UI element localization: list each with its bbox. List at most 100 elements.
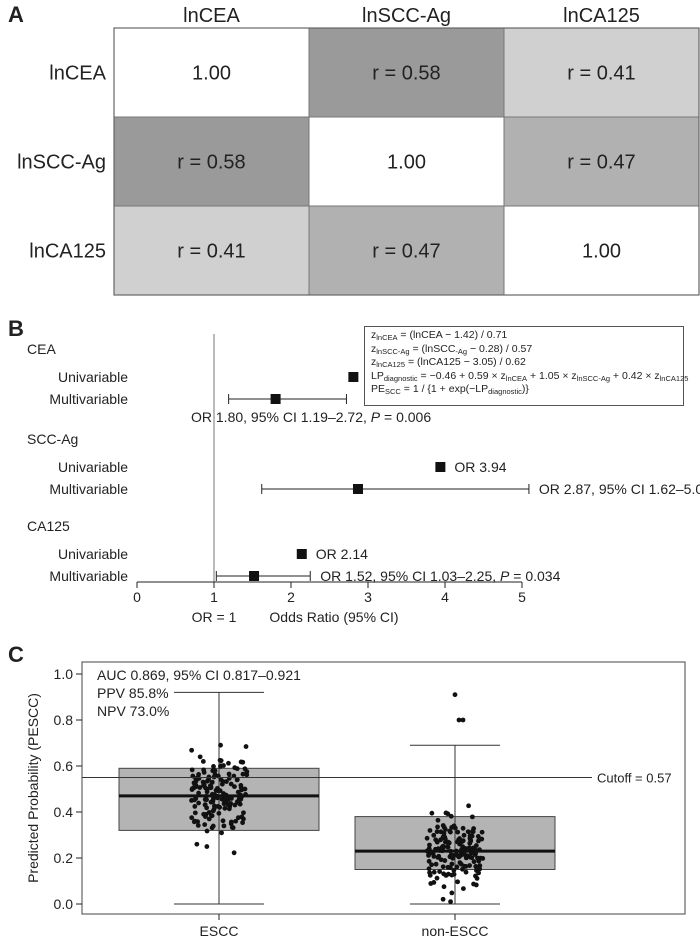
- y-tick-label: 0.2: [54, 850, 74, 866]
- data-point: [429, 810, 435, 816]
- data-point: [221, 792, 227, 797]
- or-label: OR 2.87, 95% CI 1.62–5.09, P < 0.001: [539, 481, 700, 497]
- formula-line-3: zlnCA125 = (lnCA125 − 3.05) / 0.62: [371, 356, 526, 370]
- data-point: [232, 802, 238, 808]
- group-label: SCC-Ag: [27, 431, 78, 447]
- data-point: [228, 819, 234, 825]
- data-point: [470, 829, 476, 835]
- data-point: [215, 795, 220, 801]
- x-tick-label: 2: [287, 589, 295, 605]
- x-tick-label: 1: [210, 589, 218, 605]
- data-point: [226, 760, 231, 766]
- data-point: [473, 863, 479, 869]
- data-point: [197, 785, 203, 790]
- y-tick-label: 1.0: [54, 666, 74, 682]
- data-point: [242, 786, 248, 792]
- or-label: OR 3.94: [454, 459, 506, 475]
- data-point: [219, 781, 225, 787]
- data-point: [217, 788, 223, 794]
- data-point: [240, 820, 245, 826]
- data-point: [456, 717, 462, 723]
- data-point: [209, 779, 215, 785]
- p-value-symbol: P: [371, 409, 381, 425]
- data-point: [435, 817, 441, 823]
- data-point: [213, 787, 219, 793]
- cutoff-label: Cutoff = 0.57: [597, 771, 672, 786]
- data-point: [449, 861, 455, 867]
- plot-frame: [81, 661, 686, 915]
- data-point: [460, 717, 466, 723]
- data-point: [445, 864, 451, 870]
- data-point: [242, 766, 248, 772]
- data-point: [219, 830, 224, 836]
- formula-line-4: LPdiagnostic = −0.46 + 0.59 × zlnCEA + 1…: [371, 369, 689, 383]
- data-point: [442, 858, 448, 863]
- heatmap-row-label: lnCEA: [49, 63, 106, 85]
- data-point: [426, 866, 432, 872]
- data-point: [227, 803, 233, 809]
- or-point: [249, 571, 260, 581]
- data-point: [451, 823, 457, 829]
- formula-line-5: PESCC = 1 / {1 + exp(−LPdiagnostic)}: [371, 383, 529, 397]
- data-point: [232, 784, 237, 789]
- data-point: [455, 829, 461, 835]
- formula-box: zlnCEA = (lnCEA − 1.42) / 0.71 zlnSCC-Ag…: [364, 326, 689, 406]
- data-point: [243, 792, 248, 797]
- data-point: [448, 848, 454, 854]
- heatmap-border: [113, 27, 700, 296]
- data-point: [228, 781, 234, 787]
- data-point: [427, 872, 433, 878]
- data-point: [451, 871, 457, 877]
- data-point: [191, 797, 197, 803]
- data-point: [204, 844, 210, 849]
- heatmap-column-label: lnSCC-Ag: [362, 5, 451, 27]
- heatmap-cell: [503, 205, 700, 296]
- x-axis-title: Odds Ratio (95% CI): [269, 609, 398, 625]
- data-point: [196, 790, 202, 796]
- heatmap-column-label: lnCEA: [183, 5, 240, 27]
- or-point: [296, 549, 307, 559]
- heatmap-row-label: lnSCC-Ag: [17, 152, 106, 174]
- x-tick-label: 5: [518, 589, 526, 605]
- data-point: [460, 838, 466, 844]
- data-point: [427, 828, 433, 833]
- predicted-probability-boxplot: 0.0 0.2 0.4 0.6 0.8 1.0 Predicted Probability …: [25, 661, 686, 938]
- data-point: [206, 816, 212, 822]
- data-point: [452, 692, 458, 698]
- data-point: [243, 744, 249, 749]
- data-point: [471, 881, 476, 887]
- y-tick-label: 0.4: [54, 804, 74, 820]
- annotation-text: AUC 0.869, 95% CI 0.817–0.921: [97, 667, 301, 683]
- data-point: [462, 847, 467, 853]
- data-point: [479, 829, 485, 835]
- data-point: [221, 763, 226, 768]
- data-point: [467, 863, 473, 868]
- data-point: [221, 823, 227, 829]
- heatmap-cell: [503, 116, 700, 207]
- data-point: [229, 796, 234, 801]
- data-point: [429, 862, 434, 868]
- y-tick-label: 0.0: [54, 896, 74, 912]
- or-point: [270, 394, 281, 404]
- row-label: Multivariable: [49, 391, 128, 407]
- data-point: [202, 802, 208, 808]
- data-point: [451, 867, 457, 873]
- group-label: CA125: [27, 518, 70, 534]
- data-point: [202, 822, 208, 827]
- data-point: [241, 816, 246, 822]
- data-point: [235, 815, 241, 821]
- data-point: [431, 869, 437, 875]
- x-tick-label: 4: [441, 589, 449, 605]
- data-point: [201, 770, 207, 775]
- data-point: [207, 783, 213, 789]
- data-point: [434, 875, 440, 881]
- data-point: [203, 814, 208, 819]
- data-point: [435, 824, 440, 830]
- p-value: = 0.006: [380, 409, 431, 425]
- p-value: = 0.034: [509, 568, 560, 584]
- data-point: [445, 843, 450, 849]
- data-point: [192, 783, 198, 788]
- annotation-text: PPV 85.8%: [97, 685, 169, 701]
- data-point: [441, 884, 447, 890]
- formula-line-1: zlnCEA = (lnCEA − 1.42) / 0.71: [371, 329, 508, 342]
